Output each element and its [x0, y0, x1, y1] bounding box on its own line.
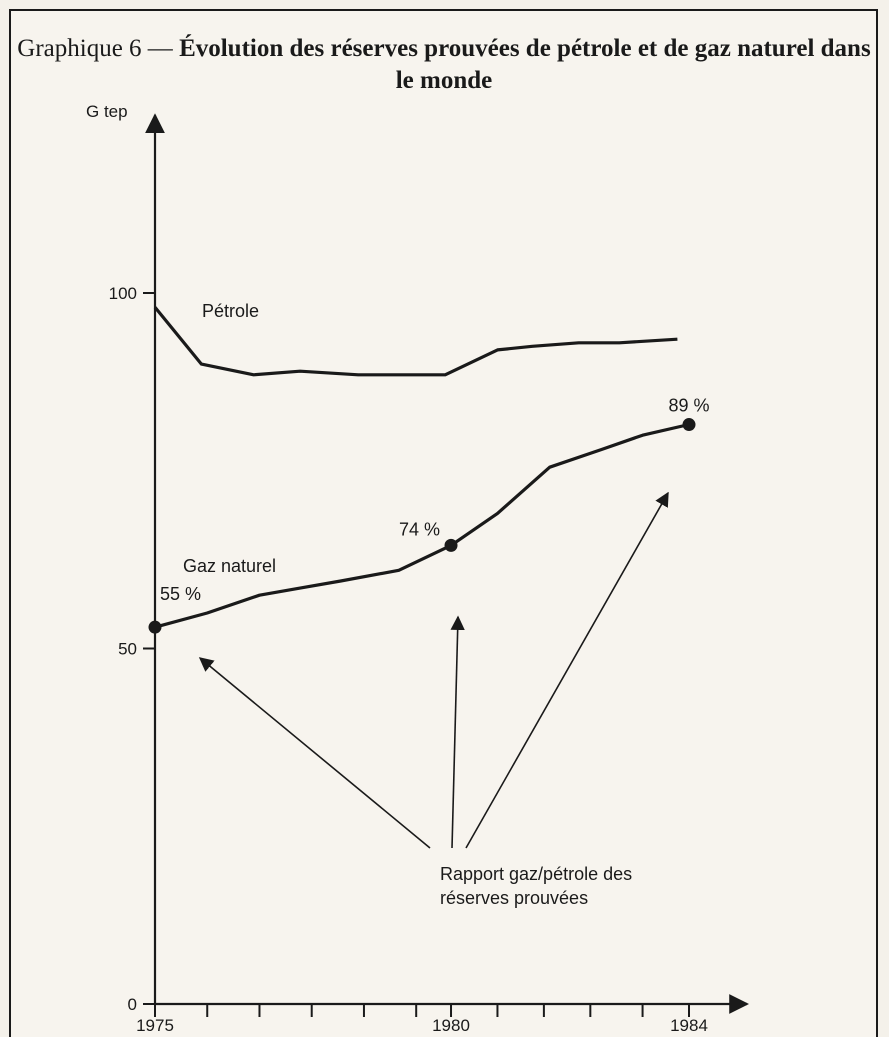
figure-frame	[9, 9, 878, 1037]
data-point-marker	[444, 538, 458, 552]
data-point-label: 89 %	[668, 396, 709, 416]
series-name-label: Gaz naturel	[183, 556, 276, 576]
data-point-label: 55 %	[160, 584, 201, 604]
annotation-arrow	[450, 615, 465, 849]
y-tick-label: 50	[118, 640, 137, 659]
y-tick-label: 0	[128, 995, 137, 1014]
x-tick-label: 1975	[136, 1016, 174, 1035]
data-point-label: 74 %	[399, 519, 440, 539]
y-axis-label: G tep	[86, 102, 128, 121]
data-point-marker	[682, 418, 696, 432]
chart-title-lead: Graphique 6 —	[17, 35, 180, 62]
annotation-arrow	[198, 657, 431, 849]
labels-group: Pétrole Gaz naturel 55 % 74 % 89 %	[160, 301, 710, 604]
annotation-text-line: Rapport gaz/pétrole des	[440, 864, 632, 884]
x-tick-label: 1980	[432, 1016, 470, 1035]
data-point-marker	[148, 620, 162, 634]
axes-group: 0 50 100 G tep 1975 1980 1984	[86, 102, 750, 1035]
chart-title: Graphique 6 — Évolution des réserves pro…	[14, 33, 874, 97]
series-line-gaz-naturel	[154, 422, 690, 629]
annotation-text-line: réserves prouvées	[440, 888, 588, 908]
chart-title-main: Évolution des réserves prouvées de pétro…	[179, 35, 871, 94]
series-group	[148, 306, 696, 634]
y-tick-label: 100	[109, 284, 137, 303]
annotation-group: Rapport gaz/pétrole des réserves prouvées	[198, 491, 669, 908]
annotation-arrow	[465, 491, 669, 849]
x-tick-label: 1984	[670, 1016, 708, 1035]
series-line-petrole	[153, 306, 678, 377]
series-name-label: Pétrole	[202, 301, 259, 321]
